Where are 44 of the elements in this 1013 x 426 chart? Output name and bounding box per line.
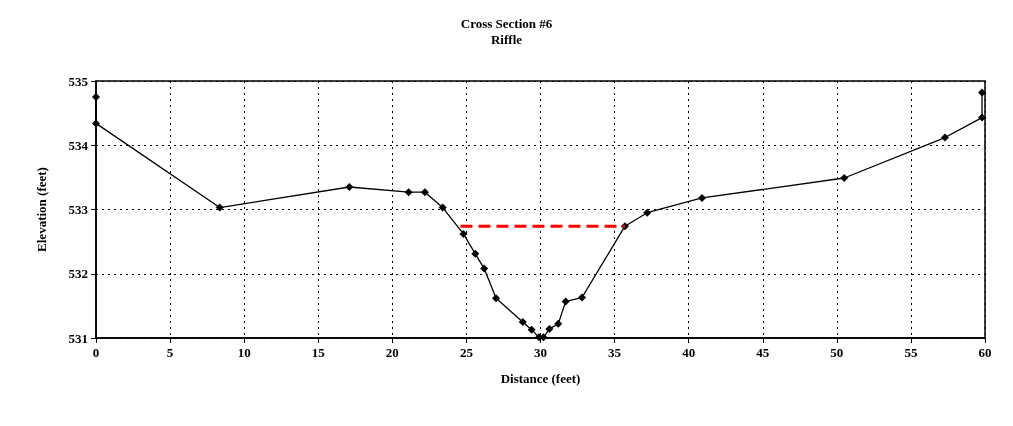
x-tick-label: 55 <box>904 345 918 360</box>
y-tick-label: 531 <box>68 330 88 346</box>
y-axis-title: Elevation (feet) <box>34 167 49 252</box>
point <box>643 208 652 217</box>
point <box>840 174 849 183</box>
chart-subtitle: Riffle <box>490 32 523 47</box>
x-tick-label: 15 <box>311 345 326 360</box>
y-tick-label: 535 <box>68 73 89 89</box>
point <box>480 264 489 273</box>
point <box>554 319 563 328</box>
point <box>561 297 570 306</box>
point <box>577 293 586 302</box>
point <box>492 294 501 303</box>
point <box>518 317 527 326</box>
x-tick-label: 5 <box>166 345 174 360</box>
y-tick-label: 532 <box>68 266 88 282</box>
point <box>215 203 224 212</box>
x-tick-label: 10 <box>237 345 251 360</box>
x-axis-title: Distance (feet) <box>500 371 581 386</box>
point <box>527 325 536 334</box>
point <box>698 193 706 202</box>
x-tick-label: 0 <box>92 345 100 360</box>
point <box>438 203 447 212</box>
point <box>92 119 100 128</box>
point <box>345 183 354 192</box>
x-tick-label: 50 <box>830 345 844 360</box>
y-tick-label: 534 <box>68 137 89 153</box>
point <box>471 249 480 258</box>
point <box>459 229 468 238</box>
point <box>940 133 949 142</box>
point <box>978 113 987 122</box>
point <box>978 88 987 97</box>
x-tick-label: 40 <box>682 345 696 360</box>
x-tick-label: 60 <box>978 345 992 360</box>
x-tick-label: 45 <box>756 345 770 360</box>
x-tick-label: 30 <box>534 345 547 360</box>
point <box>420 188 429 197</box>
x-tick-label: 20 <box>385 345 399 360</box>
chart-title: Cross Section #6 <box>460 16 553 31</box>
y-tick-label: 533 <box>68 202 89 217</box>
x-tick-label: 35 <box>608 345 622 360</box>
point <box>404 188 413 197</box>
x-tick-label: 25 <box>459 345 474 360</box>
point <box>545 325 554 334</box>
